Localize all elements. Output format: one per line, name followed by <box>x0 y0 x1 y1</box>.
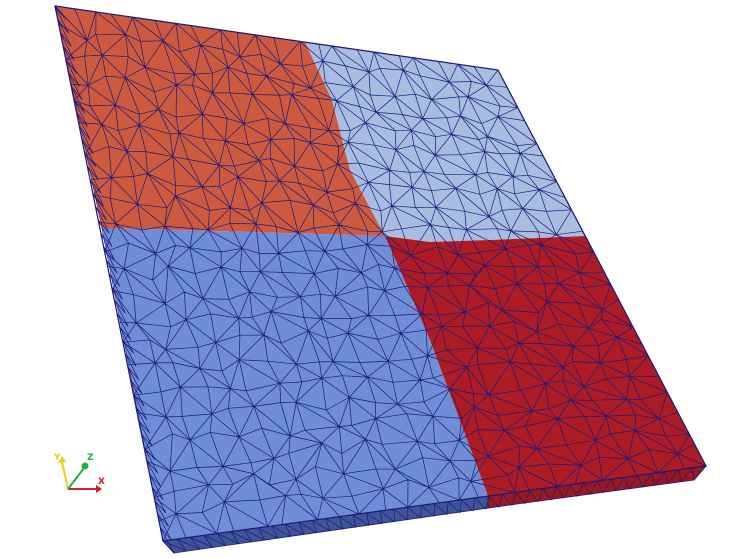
y-axis-arrow <box>61 461 69 490</box>
z-axis-arrowhead <box>81 462 89 470</box>
partitioned-mesh-slab <box>54 5 707 555</box>
z-axis-label: Z <box>87 453 94 463</box>
y-axis-arrowhead <box>58 456 66 463</box>
z-axis-arrow <box>67 467 85 490</box>
y-axis-label: Y <box>54 453 61 463</box>
mesh-wireframe <box>54 5 707 554</box>
orientation-axes-widget: X Y Z <box>54 453 105 493</box>
bottom-side-triangle-edges <box>162 465 707 554</box>
x-axis-arrowhead <box>96 485 102 493</box>
slab-top-outline <box>54 5 707 542</box>
partition-bottom-right <box>385 236 706 496</box>
x-axis-label: X <box>98 477 105 487</box>
left-side-triangle-edges <box>54 5 175 554</box>
